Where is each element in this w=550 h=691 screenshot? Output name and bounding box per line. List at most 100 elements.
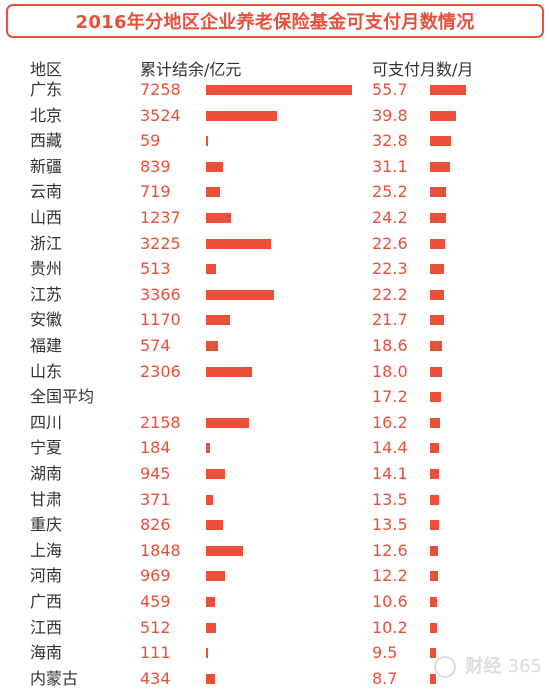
table-row: 山东 2306 18.0 (0, 359, 550, 385)
fund-bar (206, 341, 218, 351)
months-value: 13.5 (372, 515, 408, 535)
months-bar (430, 238, 445, 249)
fund-value: 513 (140, 259, 171, 279)
months-value: 31.1 (372, 156, 408, 176)
region-label: 宁夏 (30, 438, 63, 458)
fund-value: 59 (140, 131, 161, 151)
table-row: 江西 512 10.2 (0, 615, 550, 641)
region-label: 广东 (30, 80, 63, 99)
region-label: 江西 (30, 617, 63, 637)
fund-bar (206, 648, 209, 659)
fund-bar (206, 289, 274, 300)
months-value: 22.6 (372, 233, 408, 253)
table-row: 全国平均 17.2 (0, 384, 550, 410)
months-bar (430, 443, 440, 454)
months-value: 12.6 (372, 540, 408, 560)
months-bar (430, 161, 451, 172)
region-label: 甘肃 (30, 489, 63, 509)
fund-value: 574 (140, 336, 171, 355)
months-bar (430, 392, 442, 403)
months-value: 10.6 (372, 592, 408, 611)
region-label: 云南 (30, 182, 63, 202)
region-label: 西藏 (30, 131, 63, 151)
region-label: 上海 (30, 540, 63, 560)
months-value: 25.2 (372, 182, 408, 202)
fund-bar (206, 443, 210, 454)
table-row: 安徽 1170 21.7 (0, 307, 550, 333)
months-value: 9.5 (372, 643, 398, 663)
fund-bar (206, 597, 216, 607)
months-value: 55.7 (372, 80, 408, 99)
months-value: 21.7 (372, 310, 408, 330)
months-value: 22.3 (372, 259, 408, 279)
fund-value: 3225 (140, 233, 181, 253)
table-row: 江苏 3366 22.2 (0, 282, 550, 308)
table-row: 西藏 59 32.8 (0, 128, 550, 154)
months-bar (430, 110, 456, 121)
months-bar (430, 622, 437, 633)
region-label: 江苏 (30, 284, 63, 304)
table-row: 广西 459 10.6 (0, 589, 550, 615)
table-row: 云南 719 25.2 (0, 179, 550, 205)
region-label: 浙江 (30, 233, 63, 253)
table-row: 内蒙古 434 8.7 (0, 666, 550, 691)
months-value: 39.8 (372, 105, 408, 125)
watermark: 财经 365 (434, 652, 542, 678)
region-label: 湖南 (30, 464, 63, 483)
months-bar (430, 571, 438, 582)
fund-bar (206, 136, 208, 147)
table-row: 上海 1848 12.6 (0, 538, 550, 564)
fund-value: 7258 (140, 80, 181, 99)
months-bar (430, 648, 437, 659)
region-label: 山东 (30, 361, 63, 381)
fund-value: 2306 (140, 361, 181, 381)
fund-value: 111 (140, 643, 171, 663)
months-bar (430, 545, 439, 556)
table-row: 广东 7258 55.7 (0, 77, 550, 103)
region-label: 河南 (30, 566, 63, 586)
table-row: 北京 3524 39.8 (0, 103, 550, 129)
table-row: 宁夏 184 14.4 (0, 435, 550, 461)
months-value: 13.5 (372, 489, 408, 509)
table-row: 贵州 513 22.3 (0, 256, 550, 282)
fund-bar (206, 110, 277, 121)
fund-bar (206, 264, 217, 275)
months-value: 18.0 (372, 361, 408, 381)
fund-bar (206, 520, 223, 531)
region-label: 贵州 (30, 259, 63, 279)
fund-value: 1237 (140, 208, 181, 227)
header-months: 可支付月数/月 (372, 60, 474, 79)
months-bar (430, 366, 442, 377)
header-region: 地区 (30, 60, 63, 79)
fund-value: 2158 (140, 412, 181, 432)
title-box: 2016年分地区企业养老保险基金可支付月数情况 (6, 4, 544, 38)
fund-bar (206, 366, 253, 377)
fund-value: 969 (140, 566, 171, 586)
fund-value: 512 (140, 617, 171, 637)
region-label: 福建 (30, 336, 63, 355)
months-bar (430, 673, 436, 684)
table-row: 海南 111 9.5 (0, 640, 550, 666)
fund-value: 371 (140, 489, 171, 509)
months-bar (430, 494, 439, 505)
region-label: 北京 (30, 105, 63, 125)
table-row: 浙江 3225 22.6 (0, 231, 550, 257)
months-bar (430, 213, 446, 223)
table-row: 河南 969 12.2 (0, 563, 550, 589)
months-bar (430, 264, 445, 275)
table-row: 福建 574 18.6 (0, 333, 550, 359)
months-value: 32.8 (372, 131, 408, 151)
region-label: 山西 (30, 208, 63, 227)
months-value: 16.2 (372, 412, 408, 432)
region-label: 海南 (30, 643, 63, 663)
months-value: 22.2 (372, 284, 408, 304)
fund-bar (206, 494, 214, 505)
fund-value: 3524 (140, 105, 181, 125)
region-label: 内蒙古 (30, 668, 79, 688)
months-bar (430, 469, 440, 479)
table-row: 重庆 826 13.5 (0, 512, 550, 538)
months-bar (430, 289, 445, 300)
months-bar (430, 520, 439, 531)
fund-value: 3366 (140, 284, 181, 304)
months-value: 12.2 (372, 566, 408, 586)
